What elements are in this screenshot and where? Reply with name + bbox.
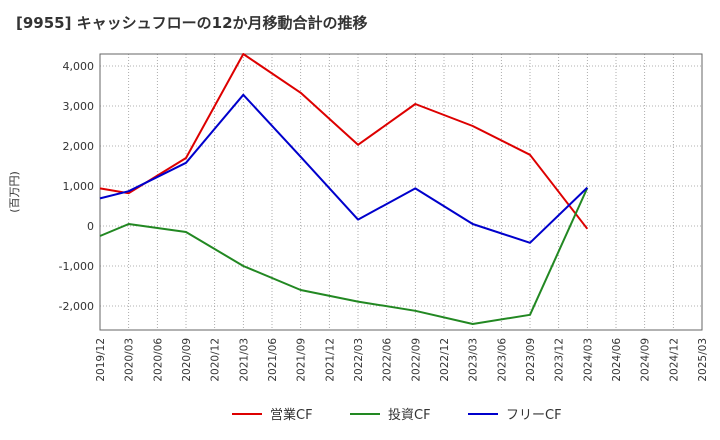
chart-title: [9955] キャッシュフローの12か月移動合計の推移 [16, 14, 368, 32]
y-tick-label: 1,000 [63, 180, 95, 193]
legend: 営業CF 投資CF フリーCF [232, 407, 562, 423]
x-tick-label: 2024/12 [668, 338, 680, 382]
x-tick-label: 2021/03 [238, 338, 250, 382]
legend-label: フリーCF [506, 408, 562, 423]
y-tick-label: -2,000 [59, 300, 94, 313]
legend-label: 営業CF [270, 407, 313, 423]
legend-label: 投資CF [388, 407, 431, 423]
x-tick-label: 2023/09 [525, 338, 537, 382]
x-tick-label: 2024/03 [582, 338, 594, 382]
x-tick-label: 2023/06 [496, 338, 508, 382]
x-tick-label: 2021/06 [267, 338, 279, 382]
y-tick-label: -1,000 [59, 260, 94, 273]
x-tick-label: 2023/03 [468, 338, 480, 382]
grid-layer [99, 54, 703, 330]
y-tick-label: 3,000 [63, 100, 95, 113]
x-tick-label: 2023/12 [554, 338, 566, 382]
x-tick-label: 2022/03 [353, 338, 365, 382]
x-tick-label: 2020/09 [181, 338, 193, 382]
plot-area [100, 54, 702, 330]
x-tick-label: 2022/12 [439, 338, 451, 382]
y-axis-label: (百万円) [8, 171, 21, 213]
plot-frame [99, 53, 703, 331]
y-tick-label: 0 [87, 220, 94, 233]
x-tick-label: 2020/03 [124, 338, 136, 382]
series-line [99, 187, 589, 325]
x-tick-label: 2025/03 [697, 338, 709, 382]
x-tick-label: 2024/06 [611, 338, 623, 382]
y-tick-label: 4,000 [63, 60, 95, 73]
x-tick-label: 2020/12 [210, 338, 222, 382]
x-tick-label: 2019/12 [95, 338, 107, 382]
x-tick-label: 2024/09 [640, 338, 652, 382]
x-tick-label: 2021/09 [296, 338, 308, 382]
x-tick-label: 2020/06 [152, 338, 164, 382]
series-layer [99, 53, 589, 325]
y-tick-label: 2,000 [63, 140, 95, 153]
x-tick-label: 2022/06 [382, 338, 394, 382]
series-line [99, 53, 589, 230]
series-line [99, 93, 588, 244]
x-tick-label: 2022/09 [410, 338, 422, 382]
tick-layer: 2019/12 2020/03 2020/06 2020/09 2020/12 2021/… [59, 60, 709, 382]
x-tick-label: 2021/12 [324, 338, 336, 382]
